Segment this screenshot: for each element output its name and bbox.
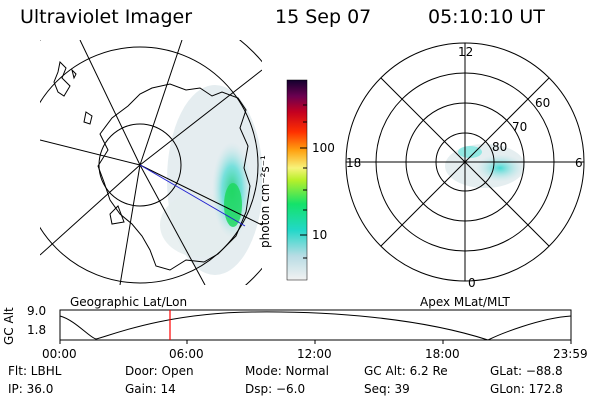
geographic-map xyxy=(40,40,262,285)
seq-info: Seq: 39 xyxy=(364,382,410,396)
image-date: 15 Sep 07 xyxy=(275,6,372,28)
earth-limb xyxy=(40,46,259,284)
x-tick-1800: 18:00 xyxy=(425,347,460,361)
glon-info: GLon: 172.8 xyxy=(490,382,563,396)
noon-midnight-meridian xyxy=(139,164,246,227)
orbit-altitude-plot xyxy=(59,309,572,341)
mlat-label-80: 80 xyxy=(492,140,508,154)
x-tick-2359: 23:59 xyxy=(553,347,588,361)
image-time: 05:10:10 UT xyxy=(428,6,545,28)
filter-info: Flt: LBHL xyxy=(8,364,62,378)
geographic-panel-title: Geographic Lat/Lon xyxy=(70,295,188,309)
gc-alt-info: GC Alt: 6.2 Re xyxy=(364,364,448,378)
x-tick-0600: 06:00 xyxy=(169,347,204,361)
gain-info: Gain: 14 xyxy=(125,382,176,396)
longitude-lines xyxy=(40,40,262,285)
apex-panel-title: Apex MLat/MLT xyxy=(420,295,510,309)
mlt-label-12: 12 xyxy=(458,45,474,59)
coastline-south-america xyxy=(53,60,71,97)
ip-info: IP: 36.0 xyxy=(8,382,54,396)
mlt-label-6: 6 xyxy=(575,156,583,170)
coastline-antarctica xyxy=(97,83,251,271)
x-tick-1200: 12:00 xyxy=(297,347,332,361)
polar-plot xyxy=(345,42,585,282)
colorbar-tick-10: 10 xyxy=(312,228,328,242)
mlt-label-18: 18 xyxy=(346,156,362,170)
x-tick-0000: 00:00 xyxy=(42,347,77,361)
glat-info: GLat: −88.8 xyxy=(490,364,563,378)
colorbar-unit-label: photon cm⁻²s⁻¹ xyxy=(258,155,272,248)
colorbar-tick-100: 100 xyxy=(312,141,335,155)
color-bar-ticks xyxy=(300,104,307,259)
orbit-x-ticks xyxy=(59,340,572,344)
altitude-curve xyxy=(59,311,572,341)
color-bar xyxy=(286,79,308,281)
y-tick-1-8: 1.8 xyxy=(27,323,47,337)
gc-alt-axis-label: GC Alt xyxy=(2,307,16,345)
mlat-label-60: 60 xyxy=(535,96,551,110)
y-tick-9: 9.0 xyxy=(27,304,47,318)
aurora-oval-polar xyxy=(476,154,524,182)
mlt-label-0: 0 xyxy=(468,276,476,290)
mode-info: Mode: Normal xyxy=(245,364,329,378)
imager-title: Ultraviolet Imager xyxy=(20,6,193,28)
mlat-label-70: 70 xyxy=(512,120,528,134)
dsp-info: Dsp: −6.0 xyxy=(245,382,306,396)
door-info: Door: Open xyxy=(125,364,194,378)
